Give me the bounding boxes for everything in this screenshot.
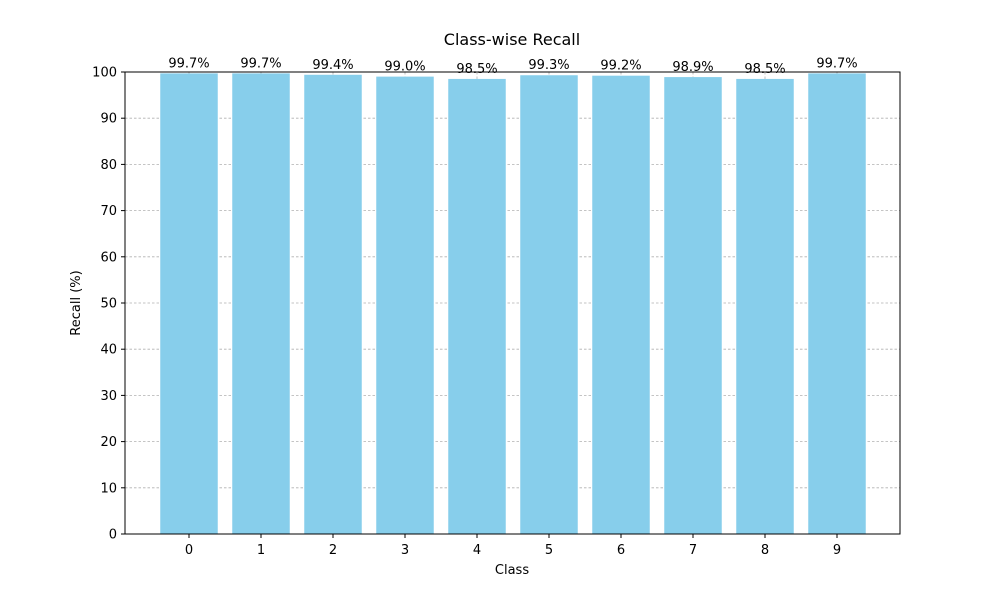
x-tick-label: 9 [833,543,841,558]
y-axis-label: Recall (%) [69,270,84,335]
x-axis-ticks: 0 1 2 3 4 5 6 7 8 9 [185,534,841,558]
y-tick-label: 90 [100,112,117,127]
x-tick-label: 2 [329,543,337,558]
bar-value-labels: 99.7% 99.7% 99.4% 99.0% 98.5% 99.3% 99.2% 98.9%… [168,56,857,77]
bar-value-label: 98.9% [672,60,713,75]
bar-value-label: 99.7% [816,56,857,71]
y-tick-label: 30 [100,389,117,404]
bar-class-9 [808,73,866,535]
bar-class-3 [376,76,434,535]
bar-value-label: 98.5% [744,62,785,77]
bar-class-1 [232,73,290,535]
x-tick-label: 4 [473,543,481,558]
bar-value-label: 99.2% [600,59,641,74]
y-tick-label: 40 [100,343,117,358]
y-tick-label: 70 [100,204,117,219]
bar-value-label: 99.0% [384,60,425,75]
bar-class-0 [160,73,218,535]
bar-class-7 [664,77,722,534]
x-tick-label: 7 [689,543,697,558]
x-tick-label: 8 [761,543,769,558]
y-tick-label: 80 [100,158,117,173]
bar-value-label: 99.3% [528,58,569,73]
y-tick-label: 100 [92,66,117,81]
bars [160,73,866,535]
bar-class-4 [448,78,506,535]
y-tick-label: 20 [100,435,117,450]
bar-value-label: 99.7% [168,56,209,71]
bar-class-5 [520,75,578,534]
x-tick-label: 0 [185,543,193,558]
bar-value-label: 99.7% [240,56,281,71]
y-tick-label: 10 [100,481,117,496]
y-tick-label: 50 [100,297,117,312]
y-axis-ticks: 0 10 20 30 40 50 60 70 80 90 100 [92,66,125,543]
bar-value-label: 99.4% [312,58,353,73]
x-tick-label: 3 [401,543,409,558]
x-tick-label: 1 [257,543,265,558]
bar-value-label: 98.5% [456,62,497,77]
x-tick-label: 5 [545,543,553,558]
bar-class-6 [592,75,650,535]
x-tick-label: 6 [617,543,625,558]
bar-class-2 [304,74,362,534]
chart-title: Class-wise Recall [444,30,580,49]
x-axis-label: Class [495,563,529,578]
bar-class-8 [736,78,794,535]
y-tick-label: 0 [109,528,117,543]
y-tick-label: 60 [100,250,117,265]
